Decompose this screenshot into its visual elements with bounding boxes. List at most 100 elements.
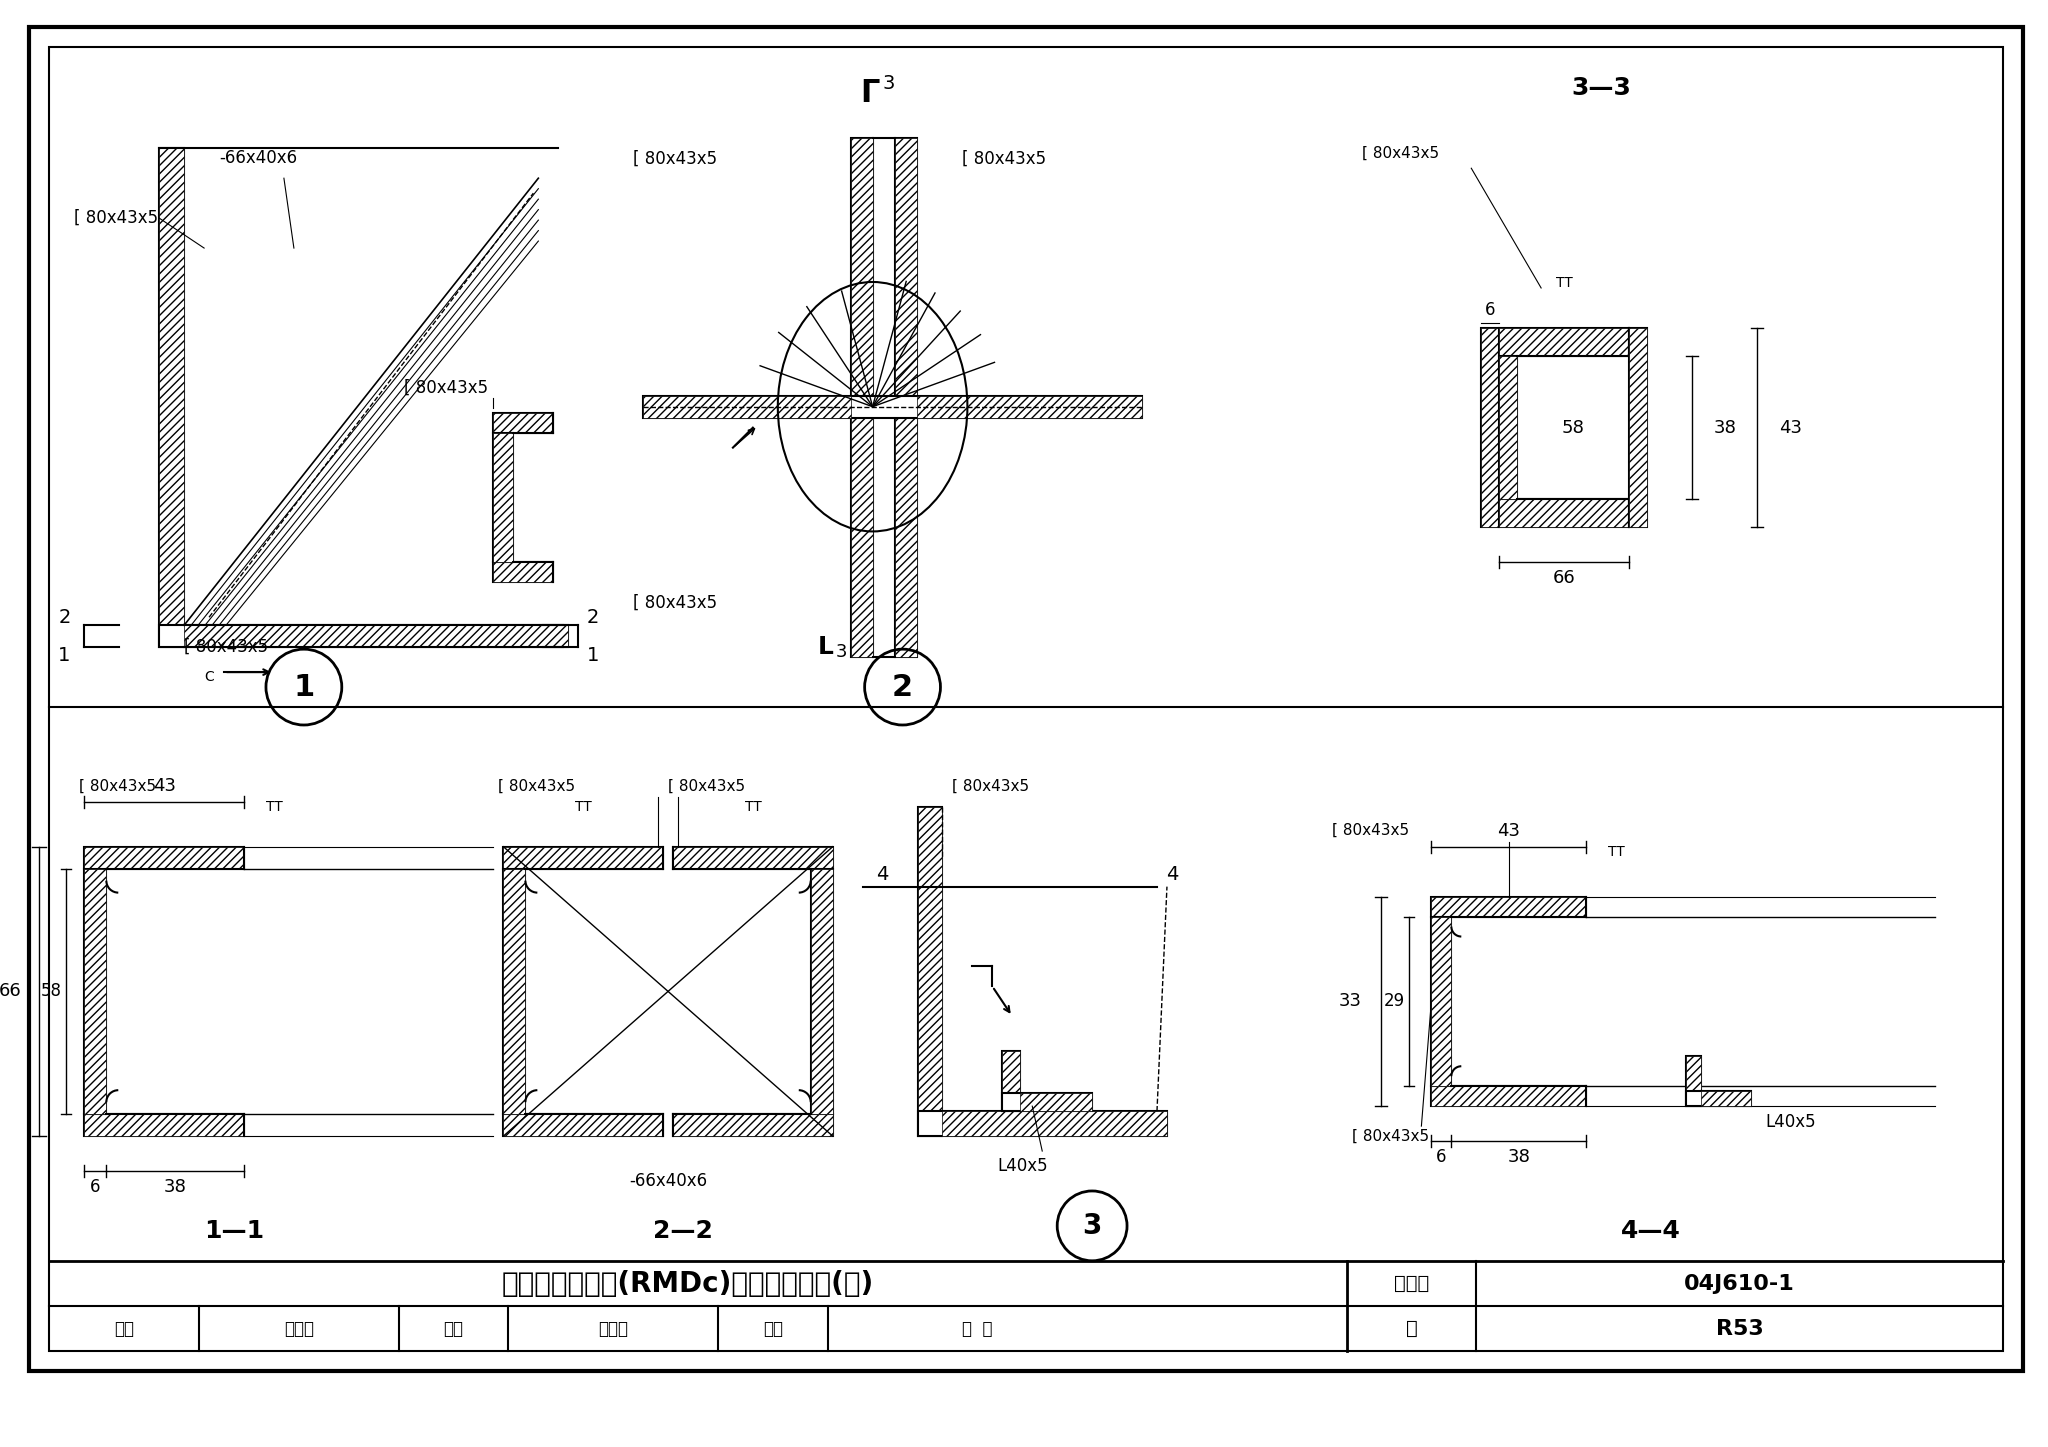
Text: R53: R53 bbox=[1716, 1318, 1763, 1338]
Text: TT: TT bbox=[1556, 276, 1573, 289]
Bar bbox=[1432, 916, 1452, 1087]
Bar bbox=[895, 139, 918, 657]
Text: [ 80x43x5: [ 80x43x5 bbox=[1362, 146, 1438, 161]
Text: 4—4: 4—4 bbox=[1620, 1218, 1681, 1243]
Text: 58: 58 bbox=[1563, 418, 1585, 437]
Text: [ 80x43x5: [ 80x43x5 bbox=[403, 379, 487, 396]
Text: 校对: 校对 bbox=[444, 1320, 463, 1337]
Text: 6: 6 bbox=[1485, 301, 1495, 318]
Bar bbox=[674, 1114, 834, 1136]
Text: 设计: 设计 bbox=[762, 1320, 782, 1337]
Bar bbox=[494, 412, 553, 433]
Text: 6: 6 bbox=[1436, 1147, 1446, 1166]
Bar bbox=[1499, 499, 1628, 528]
Text: 2—2: 2—2 bbox=[653, 1218, 713, 1243]
Bar bbox=[811, 868, 834, 1114]
Bar bbox=[1001, 1052, 1020, 1111]
Text: L40x5: L40x5 bbox=[997, 1158, 1049, 1175]
Text: 页: 页 bbox=[1405, 1320, 1417, 1338]
Text: 1—1: 1—1 bbox=[205, 1218, 264, 1243]
Text: [ 80x43x5: [ 80x43x5 bbox=[74, 210, 158, 227]
Text: [ 80x43x5: [ 80x43x5 bbox=[633, 593, 717, 611]
Text: [ 80x43x5: [ 80x43x5 bbox=[498, 778, 575, 793]
Text: [ 80x43x5: [ 80x43x5 bbox=[963, 149, 1047, 168]
Bar bbox=[504, 846, 664, 868]
Bar bbox=[918, 807, 942, 1136]
Text: 图集号: 图集号 bbox=[1395, 1275, 1430, 1294]
Text: 2: 2 bbox=[893, 673, 913, 702]
Text: TT: TT bbox=[575, 800, 592, 813]
Bar bbox=[84, 868, 106, 1114]
Bar bbox=[84, 1114, 244, 1136]
Text: 6: 6 bbox=[90, 1178, 100, 1197]
Text: 33: 33 bbox=[1339, 993, 1362, 1010]
Text: [ 80x43x5: [ 80x43x5 bbox=[80, 778, 156, 793]
Text: Γ: Γ bbox=[860, 80, 881, 109]
Bar bbox=[1628, 328, 1647, 528]
Bar bbox=[504, 1114, 664, 1136]
Bar bbox=[160, 625, 567, 647]
Bar bbox=[494, 563, 553, 582]
Bar bbox=[1499, 356, 1518, 499]
Bar bbox=[494, 563, 553, 582]
Text: L40x5: L40x5 bbox=[1765, 1113, 1817, 1132]
Bar bbox=[1628, 328, 1647, 528]
Bar bbox=[942, 1111, 1167, 1136]
Text: C: C bbox=[205, 670, 213, 684]
Text: 王祖光: 王祖光 bbox=[285, 1320, 313, 1337]
Bar bbox=[184, 625, 567, 647]
Bar bbox=[1432, 897, 1585, 916]
Bar bbox=[1499, 356, 1518, 499]
Text: 38: 38 bbox=[164, 1178, 186, 1197]
Bar bbox=[1481, 328, 1499, 528]
Bar bbox=[1686, 1056, 1700, 1106]
Text: [ 80x43x5: [ 80x43x5 bbox=[668, 778, 745, 793]
Bar bbox=[84, 846, 244, 868]
Bar bbox=[84, 1114, 244, 1136]
Text: TT: TT bbox=[1608, 845, 1624, 858]
Text: 66: 66 bbox=[1552, 569, 1575, 587]
Bar bbox=[1432, 897, 1585, 916]
Text: 43: 43 bbox=[154, 777, 176, 794]
Bar bbox=[494, 433, 514, 563]
Text: 38: 38 bbox=[1714, 418, 1737, 437]
Bar bbox=[643, 395, 850, 418]
Text: -66x40x6: -66x40x6 bbox=[219, 149, 297, 168]
Bar bbox=[850, 139, 872, 657]
Bar bbox=[1499, 328, 1628, 356]
Bar bbox=[1686, 1091, 1751, 1106]
Bar bbox=[674, 846, 834, 868]
Text: 审核: 审核 bbox=[115, 1320, 135, 1337]
Text: 4: 4 bbox=[1165, 865, 1178, 884]
Text: [ 80x43x5: [ 80x43x5 bbox=[1352, 1129, 1430, 1143]
Bar bbox=[504, 846, 664, 868]
Text: [ 80x43x5: [ 80x43x5 bbox=[952, 778, 1030, 793]
Text: 29: 29 bbox=[1382, 993, 1405, 1010]
Text: 3: 3 bbox=[883, 74, 895, 93]
Bar bbox=[84, 868, 106, 1114]
Bar bbox=[504, 868, 526, 1114]
Text: 2: 2 bbox=[57, 608, 70, 627]
Text: -66x40x6: -66x40x6 bbox=[629, 1172, 707, 1189]
Bar bbox=[1020, 1092, 1092, 1111]
Bar bbox=[160, 148, 184, 647]
Bar bbox=[811, 868, 834, 1114]
Bar bbox=[1432, 1087, 1585, 1106]
Bar bbox=[918, 395, 1143, 418]
Bar bbox=[504, 868, 526, 1114]
Text: [ 80x43x5: [ 80x43x5 bbox=[633, 149, 717, 168]
Bar bbox=[850, 139, 872, 657]
Text: [ 80x43x5: [ 80x43x5 bbox=[184, 638, 268, 655]
Text: TT: TT bbox=[745, 800, 762, 813]
Text: TT: TT bbox=[266, 800, 283, 813]
Bar bbox=[1432, 916, 1452, 1087]
Bar bbox=[494, 412, 553, 433]
Text: 钢质电动推拉门(RMDc)门扇骨架详图(二): 钢质电动推拉门(RMDc)门扇骨架详图(二) bbox=[502, 1270, 874, 1298]
Bar bbox=[1481, 328, 1499, 528]
Text: 1: 1 bbox=[588, 645, 600, 664]
Bar bbox=[1432, 1087, 1585, 1106]
Bar bbox=[1499, 328, 1628, 356]
Text: 2: 2 bbox=[588, 608, 600, 627]
Text: 1: 1 bbox=[293, 673, 315, 702]
Text: 58: 58 bbox=[41, 983, 61, 1000]
